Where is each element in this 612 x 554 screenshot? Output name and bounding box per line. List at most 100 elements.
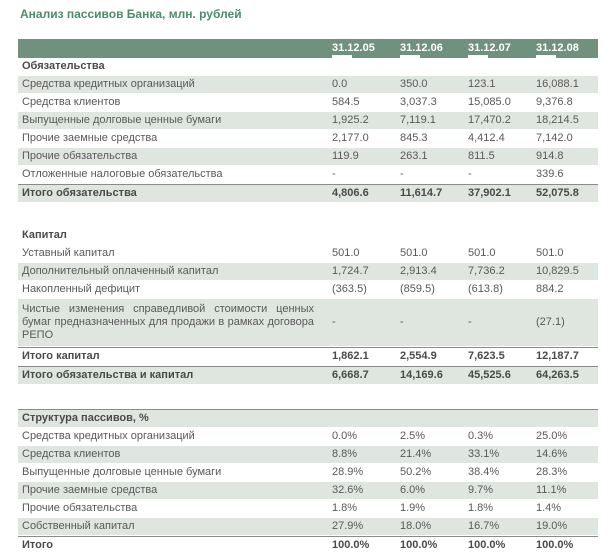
row-label: Структура пассивов, % [22, 412, 149, 424]
cell-value: 1.9% [400, 502, 426, 514]
cell-value: 18.0% [400, 520, 432, 532]
row-label: Дополнительный оплаченный капитал [22, 265, 219, 277]
cell-value: (363.5) [332, 283, 367, 295]
row-label: Капитал [22, 229, 67, 241]
cell-value: 15,085.0 [468, 96, 511, 108]
cell-value: 14.6% [536, 448, 568, 460]
cell-value: (27.1) [536, 316, 565, 328]
header-notch [468, 55, 488, 58]
row-label: Итого обязательства и капитал [22, 369, 194, 381]
cell-value: 100.0% [468, 539, 506, 551]
total-row: Итого капитал 1,862.1 2,554.9 7,623.5 12,187… [18, 347, 598, 366]
row-label: Итого [22, 539, 54, 551]
row-label: Обязательства [22, 60, 105, 72]
cell-value: 16,088.1 [536, 78, 579, 90]
cell-value: 7,736.2 [468, 265, 505, 277]
cell-value: 38.4% [468, 466, 500, 478]
cell-value: 11,614.7 [400, 187, 443, 199]
cell-value [536, 65, 598, 69]
section-gap [18, 385, 598, 409]
row-label: Итого обязательства [22, 187, 137, 199]
cell-value: 584.5 [332, 96, 360, 108]
section-header-row: Структура пассивов, % [18, 409, 598, 428]
cell-value: 17,470.2 [468, 114, 511, 126]
cell-value: 27.9% [332, 520, 364, 532]
cell-value: - [332, 316, 336, 328]
cell-value: 9,376.8 [536, 96, 573, 108]
cell-value: 0.0 [332, 78, 348, 90]
cell-value: 1.8% [468, 502, 494, 514]
cell-value: 3,037.3 [400, 96, 437, 108]
cell-value: 2.5% [400, 430, 426, 442]
cell-value: 32.6% [332, 484, 364, 496]
cell-value: 14,169.6 [400, 369, 443, 381]
row-label: Собственный капитал [22, 520, 135, 532]
table-row: Прочие заемные средства 2,177.0 845.3 4,412… [18, 130, 598, 148]
table-row: Выпущенные долговые ценные бумаги 1,925.2… [18, 112, 598, 130]
cell-value: (859.5) [400, 283, 435, 295]
cell-value: 28.9% [332, 466, 364, 478]
section-header-row: Капитал [18, 227, 598, 245]
table-row: Средства кредитных организаций 0.0 350.0 12… [18, 76, 598, 94]
cell-value: 845.3 [400, 132, 428, 144]
table-header-bar: 31.12.05 31.12.06 31.12.07 31.12.08 [18, 39, 598, 58]
cell-value: 10,829.5 [536, 265, 579, 277]
row-label: Прочие обязательства [22, 502, 138, 514]
table-row: Средства клиентов 8.8% 21.4% 33.1% 14.6% [18, 446, 598, 464]
cell-value: - [332, 168, 336, 180]
cell-value: 9.7% [468, 484, 494, 496]
cell-value: 501.0 [332, 247, 360, 259]
cell-value: 64,263.5 [536, 369, 579, 381]
cell-value: 2,554.9 [400, 350, 437, 362]
cell-value: - [400, 168, 404, 180]
cell-value: 100.0% [400, 539, 438, 551]
cell-value: 6,668.7 [332, 369, 369, 381]
table-row: Средства клиентов 584.5 3,037.3 15,085.0 9,3… [18, 94, 598, 112]
page-title: Анализ пассивов Банка, млн. рублей [20, 7, 242, 21]
cell-value: 12,187.7 [536, 350, 579, 362]
cell-value: (613.8) [468, 283, 503, 295]
cell-value: - [468, 168, 472, 180]
table-row: Выпущенные долговые ценные бумаги 28.9% 50… [18, 464, 598, 482]
column-header-31.12.07: 31.12.07 [468, 42, 511, 54]
cell-value [468, 65, 536, 69]
cell-value: 25.0% [536, 430, 568, 442]
cell-value: 100.0% [332, 539, 370, 551]
cell-value: 6.0% [400, 484, 426, 496]
total-row: Итого 100.0% 100.0% 100.0% 100.0% [18, 536, 598, 554]
cell-value: 7,119.1 [400, 114, 436, 126]
table-row: Чистые изменения справедливой стоимости … [18, 299, 598, 347]
cell-value [400, 417, 468, 421]
header-label-spacer [18, 39, 332, 58]
cell-value: 339.6 [536, 168, 564, 180]
table-row: Прочие заемные средства 32.6% 6.0% 9.7% 11.1… [18, 482, 598, 500]
table-body: Обязательства Средства кредитных организа… [18, 58, 598, 554]
cell-value: 501.0 [536, 247, 564, 259]
table-row: Отложенные налоговые обязательства - - - 339… [18, 166, 598, 184]
cell-value [332, 234, 400, 238]
cell-value: 119.9 [332, 150, 359, 162]
total-row: Итого обязательства 4,806.6 11,614.7 37,902… [18, 184, 598, 203]
row-label: Выпущенные долговые ценные бумаги [22, 466, 222, 478]
cell-value: 0.0% [332, 430, 358, 442]
row-label: Чистые изменения справедливой стоимости … [22, 303, 314, 341]
cell-value: 19.0% [536, 520, 568, 532]
cell-value [400, 65, 468, 69]
cell-value [468, 417, 536, 421]
cell-value: 18,214.5 [536, 114, 579, 126]
cell-value: 52,075.8 [536, 187, 579, 199]
cell-value: - [468, 316, 472, 328]
cell-value: 1.4% [536, 502, 562, 514]
cell-value: 501.0 [468, 247, 496, 259]
cell-value [332, 65, 400, 69]
row-label: Средства кредитных организаций [22, 430, 195, 442]
cell-value: 33.1% [468, 448, 500, 460]
section-gap [18, 203, 598, 227]
row-label: Уставный капитал [22, 247, 115, 259]
total-row: Итого обязательства и капитал 6,668.7 14,1… [18, 366, 598, 385]
cell-value: 50.2% [400, 466, 432, 478]
section-header-row: Обязательства [18, 58, 598, 76]
column-header-31.12.06: 31.12.06 [400, 42, 443, 54]
table-row: Прочие обязательства 1.8% 1.9% 1.8% 1.4% [18, 500, 598, 518]
